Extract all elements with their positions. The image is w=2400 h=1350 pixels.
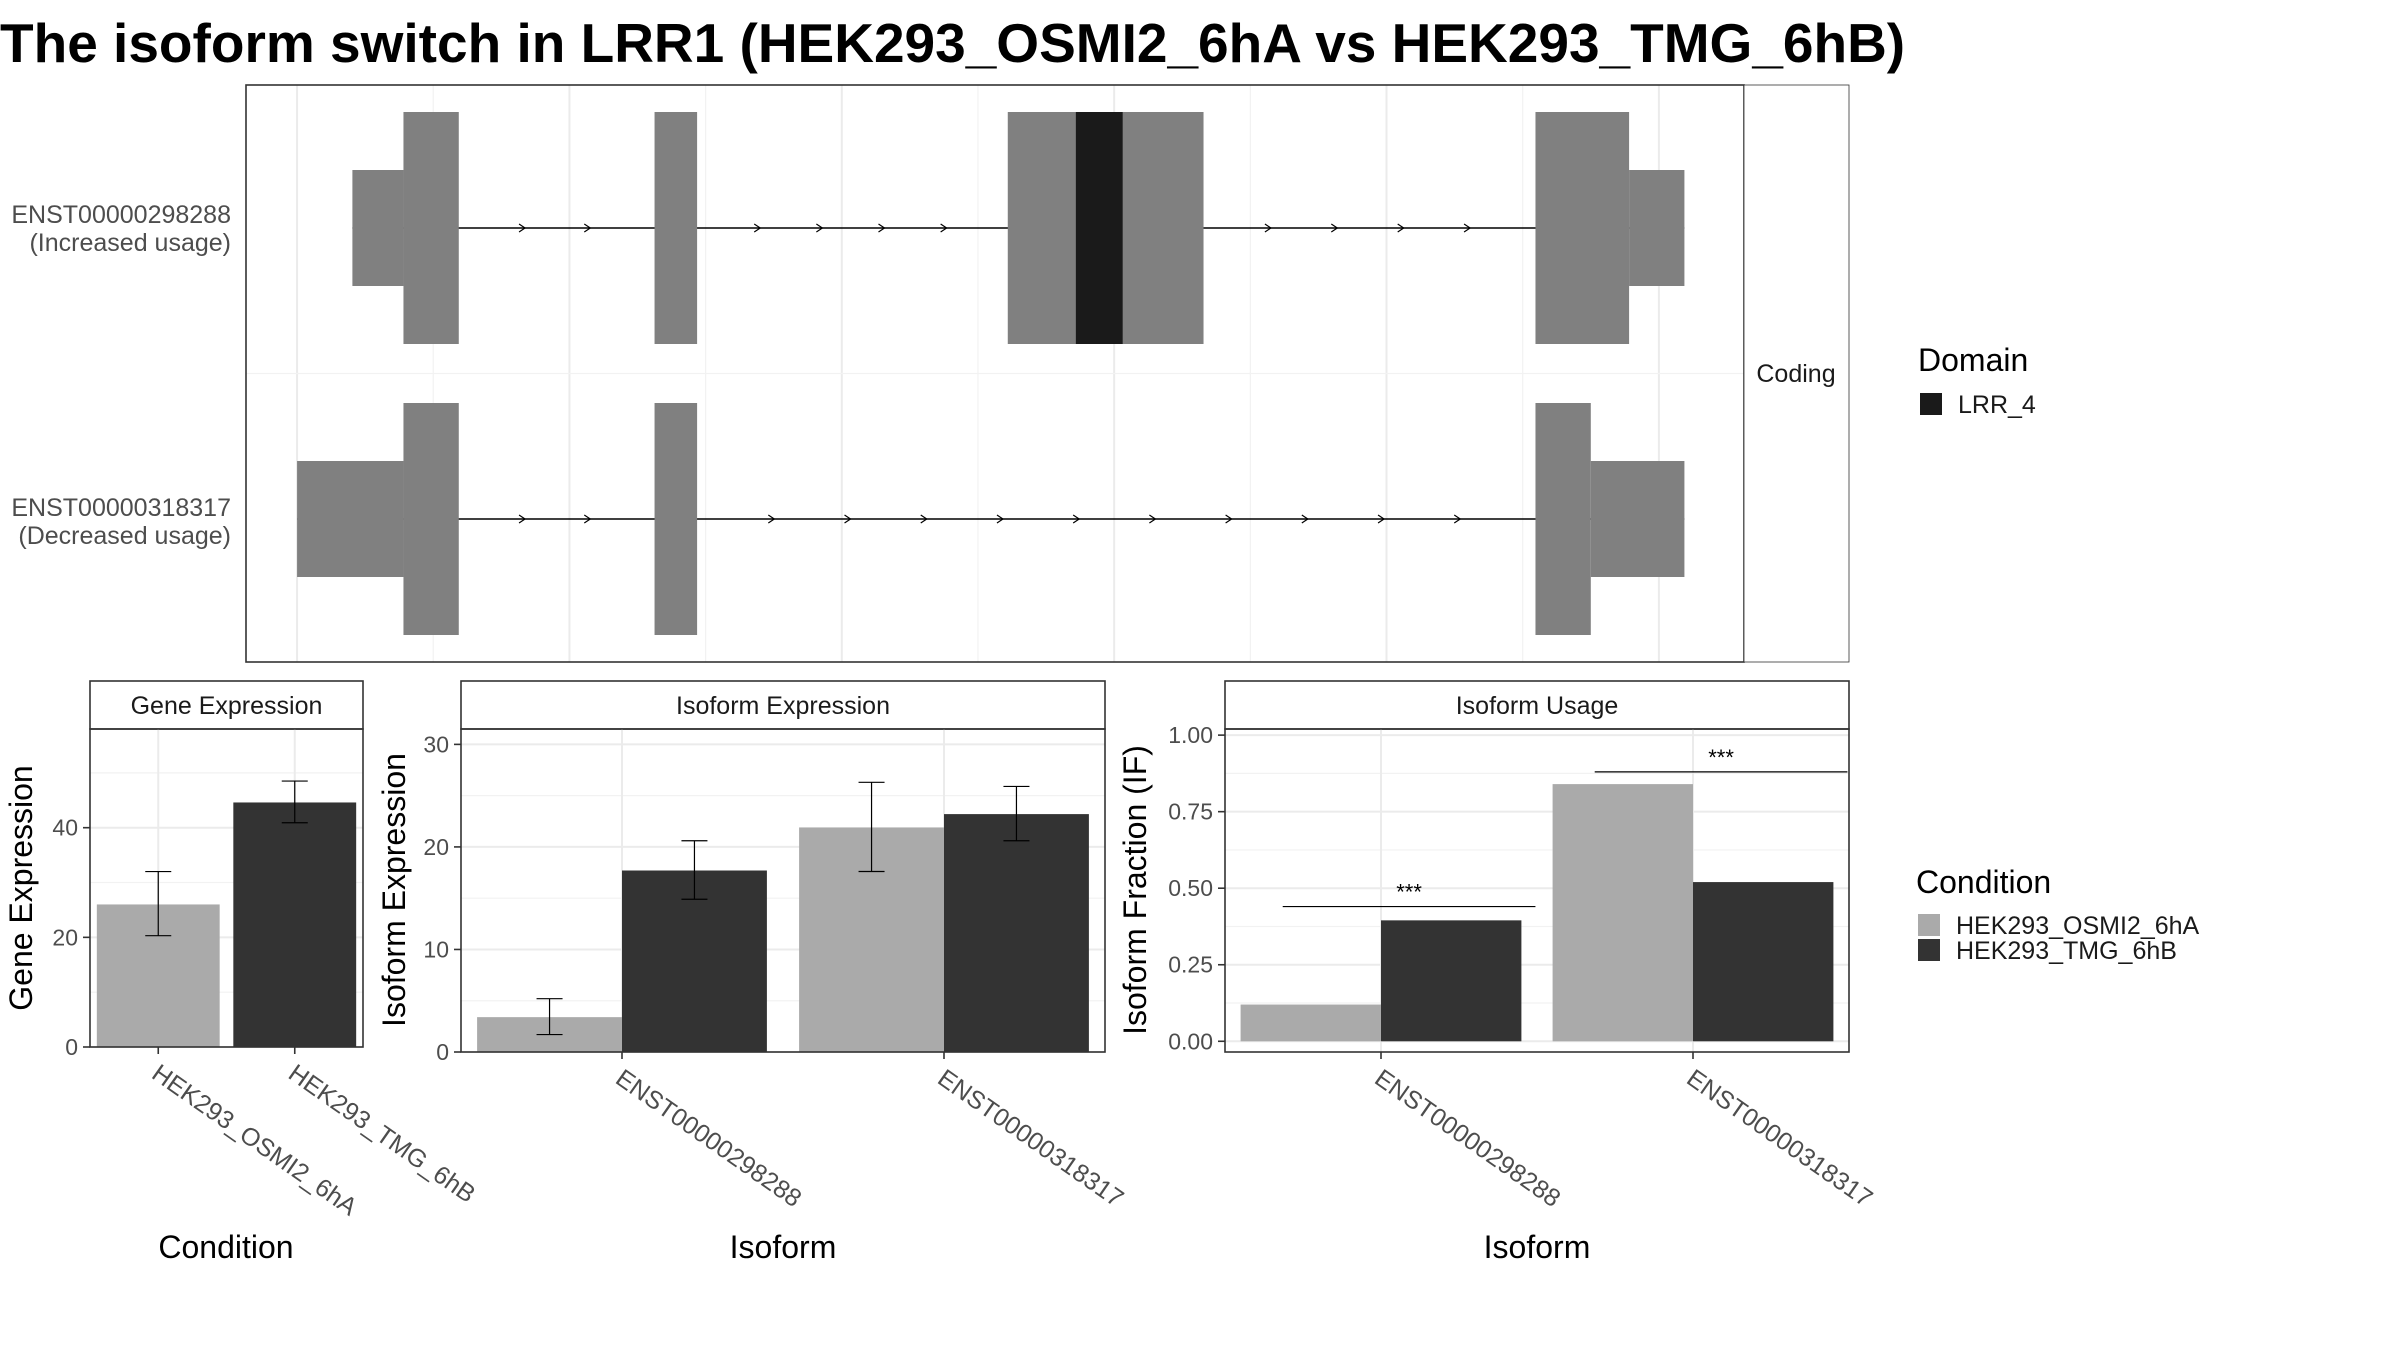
isoform-expression-border (460, 728, 1106, 1053)
condition-legend: Condition HEK293_OSMI2_6hA HEK293_TMG_6h… (1916, 864, 2200, 965)
condition-legend-swatch-tmg (1918, 939, 1940, 961)
intron-arrow (1377, 514, 1386, 524)
intron-arrow (583, 223, 592, 233)
exon-utr (1629, 170, 1685, 286)
intron-arrow (940, 223, 948, 233)
condition-legend-title: Condition (1916, 864, 2051, 900)
condition-legend-label-tmg: HEK293_TMG_6hB (1956, 937, 2177, 965)
exon-utr (1590, 461, 1685, 577)
intron-arrow (878, 223, 886, 233)
bar (1693, 882, 1834, 1042)
gene-expression-x-title: Condition (158, 1229, 293, 1265)
bar (944, 814, 1089, 1052)
intron-arrow (1072, 514, 1081, 524)
intron-arrow (518, 514, 527, 524)
isoform-usage-strip (1224, 680, 1850, 730)
y-tick-label: 20 (52, 924, 78, 950)
y-tick-label: 0.75 (1168, 799, 1213, 825)
isoform-expression-x-title: Isoform (730, 1229, 837, 1265)
isoform-usage-border (1224, 728, 1850, 1053)
figure-title: The isoform switch in LRR1 (HEK293_OSMI2… (0, 12, 1905, 74)
y-tick-label: 40 (52, 815, 78, 841)
intron-arrow (583, 514, 592, 524)
exon-utr (352, 170, 404, 286)
gene-expression-strip (89, 680, 364, 730)
condition-legend-label-osmi2: HEK293_OSMI2_6hA (1956, 912, 2200, 940)
y-tick-label: 1.00 (1168, 722, 1213, 748)
y-tick-label: 30 (423, 731, 449, 757)
exon-utr (297, 461, 404, 577)
intron-arrow (844, 514, 852, 524)
intron-arrow (1149, 514, 1157, 524)
y-tick-label: 0.00 (1168, 1028, 1213, 1054)
isoform-usage-y-title: Isoform Fraction (IF) (1117, 745, 1153, 1035)
exon-cds (1535, 403, 1591, 635)
intron-arrow (1225, 514, 1233, 524)
coding-facet-label: Coding (1756, 360, 1835, 388)
isoform-structure-panel: Coding ENST00000298288 (Increased usage)… (11, 84, 1850, 663)
intron-arrow (518, 223, 527, 233)
domain-legend-swatch-lrr4 (1920, 393, 1942, 415)
significance-label: *** (1396, 880, 1422, 905)
domain-lrr4 (1075, 112, 1123, 344)
intron-arrow (1330, 223, 1339, 233)
y-tick-label: 0.25 (1168, 952, 1213, 978)
intron-arrow (1397, 223, 1405, 233)
exon-cds (403, 112, 459, 344)
gene-expression-border (89, 728, 364, 1048)
intron-arrow (1264, 223, 1273, 233)
y-tick-label: 0 (436, 1039, 449, 1065)
coding-facet-strip (1743, 84, 1850, 663)
intron-arrow (816, 223, 824, 233)
transcript-1-usage: (Increased usage) (29, 229, 231, 257)
exon-cds (1535, 112, 1630, 344)
intron-arrow (1463, 223, 1472, 233)
intron-arrow (1453, 514, 1462, 524)
condition-legend-swatch-osmi2 (1918, 914, 1940, 936)
structure-grid (246, 85, 1744, 662)
bar (233, 802, 357, 1047)
structure-tracks (297, 112, 1685, 635)
intron-arrow (1301, 514, 1309, 524)
domain-legend-title: Domain (1918, 342, 2028, 378)
exon-cds (654, 403, 698, 635)
isoform-expression-strip-label: Isoform Expression (676, 692, 890, 720)
domain-legend-label-lrr4: LRR_4 (1958, 391, 2036, 419)
transcript-1-id: ENST00000298288 (11, 201, 231, 229)
isoform-usage-x-title: Isoform (1484, 1229, 1591, 1265)
gene-expression-strip-label: Gene Expression (131, 692, 323, 720)
significance-label: *** (1708, 745, 1734, 770)
bar (622, 870, 767, 1052)
isoform-usage-strip-label: Isoform Usage (1456, 692, 1619, 720)
domain-legend: Domain LRR_4 (1918, 342, 2036, 419)
gene-expression-y-title: Gene Expression (3, 765, 39, 1010)
isoform-expression-strip (460, 680, 1106, 730)
y-tick-label: 0.50 (1168, 875, 1213, 901)
y-tick-label: 20 (423, 834, 449, 860)
transcript-2-usage: (Decreased usage) (18, 522, 231, 550)
bar (1552, 784, 1693, 1042)
isoform-expression-y-title: Isoform Expression (376, 753, 412, 1027)
exon-cds (403, 403, 459, 635)
transcript-2-id: ENST00000318317 (11, 494, 231, 522)
intron-arrow (753, 223, 762, 233)
exon-cds (654, 112, 698, 344)
bar (1381, 920, 1522, 1042)
intron-arrow (767, 514, 776, 524)
y-tick-label: 10 (423, 936, 449, 962)
intron-arrow (920, 514, 928, 524)
bar (1240, 1004, 1381, 1042)
y-tick-label: 0 (65, 1034, 78, 1060)
intron-arrow (996, 514, 1005, 524)
